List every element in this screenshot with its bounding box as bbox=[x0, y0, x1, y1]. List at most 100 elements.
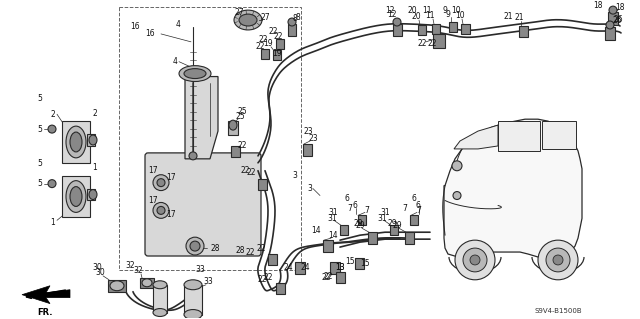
Text: 30: 30 bbox=[95, 268, 105, 277]
Ellipse shape bbox=[239, 14, 257, 26]
Bar bbox=[288, 24, 296, 36]
Ellipse shape bbox=[184, 280, 202, 290]
Circle shape bbox=[455, 240, 495, 280]
Text: 33: 33 bbox=[195, 265, 205, 274]
Circle shape bbox=[609, 6, 617, 14]
FancyArrowPatch shape bbox=[27, 290, 65, 298]
Text: 8: 8 bbox=[292, 13, 298, 23]
Bar bbox=[276, 283, 285, 294]
Text: 5: 5 bbox=[38, 159, 42, 168]
Circle shape bbox=[553, 255, 563, 265]
Bar bbox=[433, 34, 445, 48]
Ellipse shape bbox=[70, 132, 82, 152]
Bar bbox=[390, 225, 398, 235]
Text: 29: 29 bbox=[387, 219, 397, 228]
Text: 26: 26 bbox=[612, 16, 622, 25]
Text: 25: 25 bbox=[235, 112, 245, 121]
Bar bbox=[368, 232, 377, 244]
Circle shape bbox=[393, 18, 401, 26]
Text: 22: 22 bbox=[259, 35, 268, 44]
Ellipse shape bbox=[234, 10, 262, 30]
Bar bbox=[358, 215, 366, 225]
Ellipse shape bbox=[110, 281, 124, 291]
Bar bbox=[355, 258, 364, 269]
Text: 24: 24 bbox=[300, 263, 310, 272]
Text: 13: 13 bbox=[335, 263, 345, 272]
Bar bbox=[323, 240, 333, 252]
Text: 29: 29 bbox=[353, 219, 363, 228]
FancyBboxPatch shape bbox=[145, 153, 261, 256]
Text: 22: 22 bbox=[323, 272, 333, 281]
Bar bbox=[87, 189, 95, 200]
Text: 28: 28 bbox=[236, 246, 244, 255]
Text: 22: 22 bbox=[417, 39, 427, 48]
Bar bbox=[87, 134, 95, 146]
Text: 12: 12 bbox=[387, 10, 397, 19]
Circle shape bbox=[157, 206, 165, 214]
Text: 29: 29 bbox=[355, 221, 365, 230]
Text: 23: 23 bbox=[308, 134, 318, 143]
Circle shape bbox=[157, 179, 165, 187]
Text: 20: 20 bbox=[407, 6, 417, 15]
Circle shape bbox=[153, 203, 169, 218]
Text: 15: 15 bbox=[360, 259, 370, 269]
Bar bbox=[231, 146, 240, 157]
Text: 16: 16 bbox=[145, 29, 155, 38]
Text: 17: 17 bbox=[148, 196, 158, 205]
Bar bbox=[261, 49, 269, 59]
Bar bbox=[273, 50, 281, 60]
Text: 2: 2 bbox=[51, 110, 56, 119]
Bar bbox=[461, 24, 470, 34]
Text: 18: 18 bbox=[593, 1, 603, 10]
Circle shape bbox=[606, 21, 614, 29]
Bar bbox=[228, 121, 238, 135]
Circle shape bbox=[538, 240, 578, 280]
Text: 21: 21 bbox=[503, 11, 513, 20]
Text: 3: 3 bbox=[308, 184, 312, 193]
Text: 22: 22 bbox=[263, 273, 273, 282]
Bar bbox=[140, 278, 154, 288]
Bar bbox=[119, 7, 301, 270]
Ellipse shape bbox=[89, 189, 97, 199]
Text: 7: 7 bbox=[348, 204, 353, 213]
Text: 22: 22 bbox=[255, 42, 265, 51]
Bar bbox=[108, 280, 126, 292]
Ellipse shape bbox=[153, 281, 167, 289]
Bar bbox=[519, 26, 528, 37]
Text: 10: 10 bbox=[455, 11, 465, 19]
Text: 22: 22 bbox=[237, 141, 247, 151]
Circle shape bbox=[288, 18, 296, 26]
Bar bbox=[336, 272, 345, 283]
Ellipse shape bbox=[66, 181, 86, 212]
Polygon shape bbox=[185, 77, 218, 159]
Bar bbox=[405, 232, 414, 244]
Bar bbox=[153, 285, 167, 313]
Text: 32: 32 bbox=[125, 262, 135, 271]
Bar bbox=[276, 39, 284, 49]
Text: 14: 14 bbox=[328, 231, 338, 240]
Text: 24: 24 bbox=[283, 263, 293, 272]
Bar bbox=[295, 262, 305, 274]
Text: 27: 27 bbox=[260, 12, 270, 22]
Text: 1: 1 bbox=[51, 218, 56, 227]
Bar bbox=[303, 144, 312, 156]
Text: 17: 17 bbox=[166, 210, 176, 219]
Bar bbox=[184, 285, 202, 315]
Text: 5: 5 bbox=[38, 179, 42, 188]
Circle shape bbox=[189, 152, 197, 160]
Text: 2: 2 bbox=[93, 109, 97, 118]
Text: 11: 11 bbox=[422, 6, 432, 15]
Text: 4: 4 bbox=[173, 57, 177, 66]
Bar bbox=[258, 179, 267, 189]
Text: 22: 22 bbox=[321, 273, 331, 282]
Text: S9V4-B1500B: S9V4-B1500B bbox=[534, 308, 582, 314]
Bar bbox=[608, 12, 618, 25]
Text: 3: 3 bbox=[292, 171, 298, 180]
Text: 6: 6 bbox=[412, 194, 417, 203]
Circle shape bbox=[48, 180, 56, 188]
Text: 9: 9 bbox=[443, 6, 447, 15]
Bar bbox=[605, 27, 615, 40]
Text: 7: 7 bbox=[417, 206, 421, 215]
Text: 20: 20 bbox=[411, 11, 421, 20]
Text: FR.: FR. bbox=[37, 308, 52, 316]
